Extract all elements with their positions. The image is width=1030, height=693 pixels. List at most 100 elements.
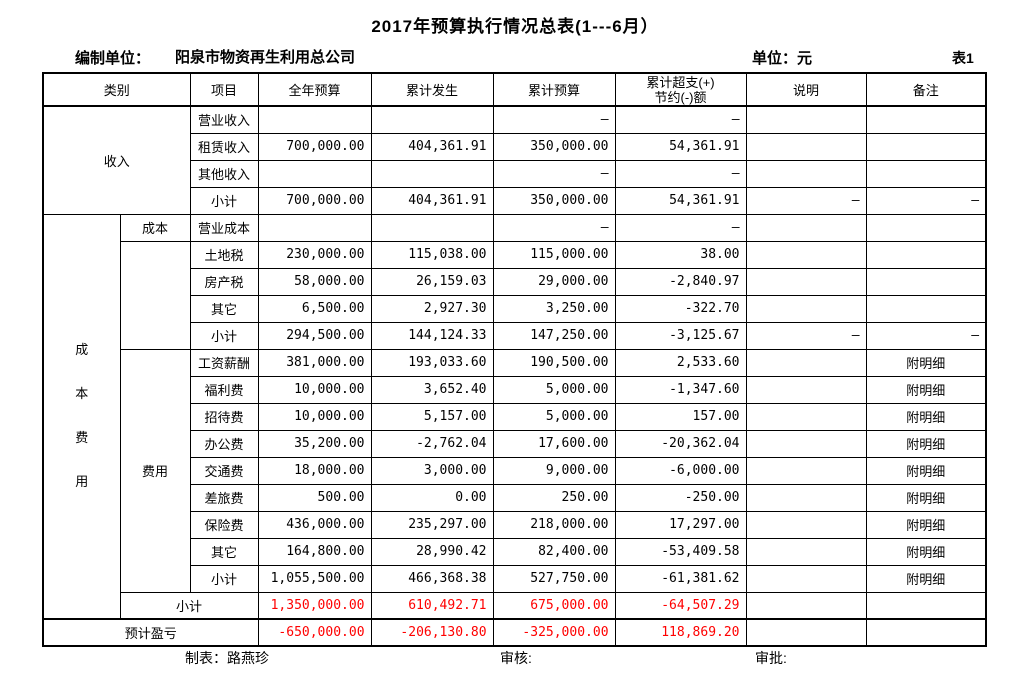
item-welfare: 福利费 — [189, 375, 259, 404]
expense-subtotal-variance: -61,381.62 — [614, 564, 747, 593]
office-annual: 35,200.00 — [257, 429, 372, 458]
transport-remark: 附明细 — [865, 456, 987, 485]
total-subtotal-variance: -64,507.29 — [614, 591, 747, 620]
item-income-subtotal: 小计 — [189, 186, 259, 215]
row-cost-other: 其它 6,500.00 2,927.30 3,250.00 -322.70 — [43, 294, 987, 323]
header-category: 类别 — [42, 72, 191, 107]
operating-cost-remark — [865, 213, 987, 242]
operating-cost-actual — [370, 213, 494, 242]
operating-cost-budget: – — [492, 213, 616, 242]
row-exp-office: 办公费 35,200.00 -2,762.04 17,600.00 -20,362.04… — [43, 429, 987, 458]
transport-annual: 18,000.00 — [257, 456, 372, 485]
property-tax-variance: -2,840.97 — [614, 267, 747, 296]
group-cost: 成本 — [119, 213, 191, 242]
other-income-annual — [257, 159, 372, 188]
welfare-actual: 3,652.40 — [370, 375, 494, 404]
item-travel: 差旅费 — [189, 483, 259, 512]
item-operating-income: 营业收入 — [189, 105, 259, 134]
travel-actual: 0.00 — [370, 483, 494, 512]
row-exp-entertainment: 招待费 10,000.00 5,157.00 5,000.00 157.00 附明细 — [43, 402, 987, 431]
transport-variance: -6,000.00 — [614, 456, 747, 485]
cost-other-budget: 3,250.00 — [492, 294, 616, 323]
rental-income-remark — [865, 132, 987, 161]
row-total-subtotal: 小计 1,350,000.00 610,492.71 675,000.00 -64,50… — [43, 591, 987, 620]
insurance-budget: 218,000.00 — [492, 510, 616, 539]
item-salary: 工资薪酬 — [189, 348, 259, 377]
insurance-actual: 235,297.00 — [370, 510, 494, 539]
expense-other-actual: 28,990.42 — [370, 537, 494, 566]
item-expense-subtotal: 小计 — [189, 564, 259, 593]
expense-other-annual: 164,800.00 — [257, 537, 372, 566]
transport-budget: 9,000.00 — [492, 456, 616, 485]
row-exp-salary: 费用 工资薪酬 381,000.00 193,033.60 190,500.00 2,53… — [43, 348, 987, 593]
welfare-note — [745, 375, 867, 404]
page-title: 2017年预算执行情况总表(1---6月） — [371, 17, 659, 36]
expense-other-budget: 82,400.00 — [492, 537, 616, 566]
insurance-remark: 附明细 — [865, 510, 987, 539]
travel-note — [745, 483, 867, 512]
other-income-budget: – — [492, 159, 616, 188]
row-exp-welfare: 福利费 10,000.00 3,652.40 5,000.00 -1,347.60 附明细 — [43, 375, 987, 404]
total-subtotal-budget: 675,000.00 — [492, 591, 616, 620]
row-cost-property-tax: 房产税 58,000.00 26,159.03 29,000.00 -2,840.97 — [43, 267, 987, 296]
entertainment-budget: 5,000.00 — [492, 402, 616, 431]
other-income-note — [745, 159, 867, 188]
operating-income-budget: – — [492, 105, 616, 134]
property-tax-note — [745, 267, 867, 296]
income-subtotal-remark: – — [865, 186, 987, 215]
group-income: 收入 — [42, 105, 191, 215]
total-subtotal-actual: 610,492.71 — [370, 591, 494, 620]
profit-loss-budget: -325,000.00 — [492, 618, 616, 647]
salary-note — [745, 348, 867, 377]
row-cost-subtotal: 小计 294,500.00 144,124.33 147,250.00 -3,125.6… — [43, 321, 987, 350]
office-remark: 附明细 — [865, 429, 987, 458]
entertainment-actual: 5,157.00 — [370, 402, 494, 431]
welfare-remark: 附明细 — [865, 375, 987, 404]
office-budget: 17,600.00 — [492, 429, 616, 458]
rental-income-budget: 350,000.00 — [492, 132, 616, 161]
entertainment-remark: 附明细 — [865, 402, 987, 431]
welfare-annual: 10,000.00 — [257, 375, 372, 404]
operating-income-note — [745, 105, 867, 134]
transport-note — [745, 456, 867, 485]
entertainment-variance: 157.00 — [614, 402, 747, 431]
expense-subtotal-note — [745, 564, 867, 593]
unit-label: 单位：元 — [752, 50, 813, 67]
income-subtotal-annual: 700,000.00 — [257, 186, 372, 215]
operating-cost-annual — [257, 213, 372, 242]
entertainment-annual: 10,000.00 — [257, 402, 372, 431]
insurance-annual: 436,000.00 — [257, 510, 372, 539]
profit-loss-annual: -650,000.00 — [257, 618, 372, 647]
office-note — [745, 429, 867, 458]
income-subtotal-variance: 54,361.91 — [614, 186, 747, 215]
land-tax-annual: 230,000.00 — [257, 240, 372, 269]
expense-subtotal-annual: 1,055,500.00 — [257, 564, 372, 593]
travel-variance: -250.00 — [614, 483, 747, 512]
rental-income-note — [745, 132, 867, 161]
expense-subtotal-actual: 466,368.38 — [370, 564, 494, 593]
header-variance: 累计超支(+) 节约(-)额 — [614, 72, 747, 107]
transport-actual: 3,000.00 — [370, 456, 494, 485]
other-income-actual — [370, 159, 494, 188]
operating-income-variance: – — [614, 105, 747, 134]
item-entertainment: 招待费 — [189, 402, 259, 431]
cost-subtotal-note: – — [745, 321, 867, 350]
row-exp-insurance: 保险费 436,000.00 235,297.00 218,000.00 17,297.… — [43, 510, 987, 539]
header-note: 说明 — [745, 72, 867, 107]
salary-remark: 附明细 — [865, 348, 987, 377]
item-operating-cost: 营业成本 — [189, 213, 259, 242]
expense-subtotal-remark: 附明细 — [865, 564, 987, 593]
welfare-budget: 5,000.00 — [492, 375, 616, 404]
prepared-by-value: 阳泉市物资再生利用总公司 — [175, 49, 356, 66]
travel-annual: 500.00 — [257, 483, 372, 512]
header-cumulative-actual: 累计发生 — [370, 72, 494, 107]
cost-other-annual: 6,500.00 — [257, 294, 372, 323]
item-other-income: 其他收入 — [189, 159, 259, 188]
cost-other-note — [745, 294, 867, 323]
row-exp-travel: 差旅费 500.00 0.00 250.00 -250.00 附明细 — [43, 483, 987, 512]
item-cost-other: 其它 — [189, 294, 259, 323]
cost-subtotal-remark: – — [865, 321, 987, 350]
income-subtotal-budget: 350,000.00 — [492, 186, 616, 215]
header-cumulative-budget: 累计预算 — [492, 72, 616, 107]
